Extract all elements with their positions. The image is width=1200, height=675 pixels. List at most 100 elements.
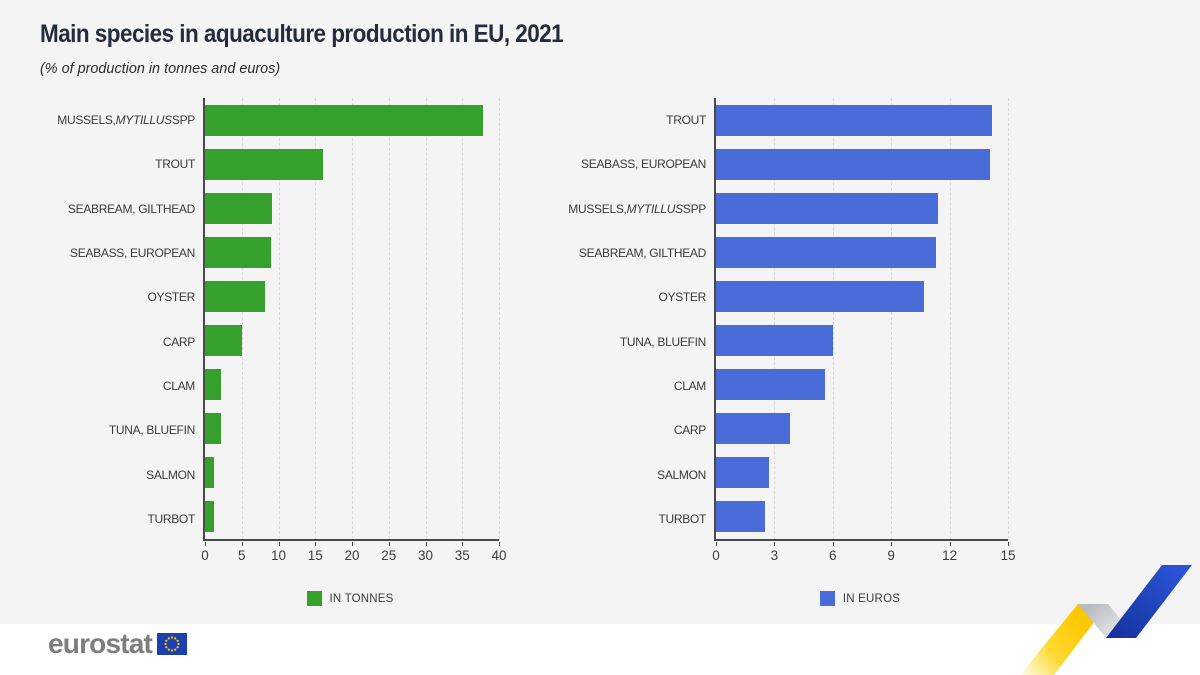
tick-label: 30 — [417, 548, 434, 563]
bar — [716, 236, 936, 268]
gridline — [949, 98, 951, 539]
tick-mark — [1008, 542, 1009, 546]
category-label: SEABASS, EUROPEAN — [70, 246, 195, 261]
bar — [716, 369, 825, 401]
euros-legend: IN EUROS — [714, 590, 1006, 607]
tonnes-legend-swatch-icon — [306, 591, 322, 606]
category-label: SEABREAM, GILTHEAD — [578, 246, 706, 261]
category-label: MUSSELS, MYTILLUS SPP — [57, 113, 195, 128]
bar — [716, 457, 769, 489]
tick-label: 6 — [829, 548, 837, 563]
tonnes-plot-area — [203, 98, 500, 541]
tick-label: 9 — [887, 548, 895, 563]
category-label: CLAM — [673, 378, 706, 393]
gridline — [388, 98, 390, 539]
bar — [205, 236, 272, 268]
page-title: Main species in aquaculture production i… — [40, 20, 564, 48]
tick-mark — [205, 542, 206, 546]
gridline — [425, 98, 427, 539]
tick-mark — [241, 542, 243, 546]
gridline — [241, 98, 243, 539]
tick-mark — [278, 542, 280, 546]
tonnes-category-labels: MUSSELS, MYTILLUS SPP TROUT SEABREAM, GILT… — [28, 98, 195, 541]
bar — [205, 325, 243, 357]
category-label: TROUT — [155, 157, 195, 172]
bar — [716, 413, 790, 445]
gridline — [352, 98, 353, 539]
bar — [205, 369, 222, 401]
tonnes-legend: IN TONNES — [203, 590, 497, 607]
bar — [716, 104, 993, 136]
bar — [205, 192, 272, 224]
tick-mark — [774, 542, 776, 546]
tick-mark — [716, 542, 717, 546]
gridline — [1008, 98, 1009, 539]
euros-category-labels: TROUT SEABASS, EUROPEAN MUSSELS, MYTILLUS … — [528, 98, 706, 541]
bar — [716, 325, 833, 357]
category-label: TUNA, BLUEFIN — [108, 423, 195, 438]
tick-label: 15 — [307, 548, 323, 563]
tick-mark — [499, 542, 500, 546]
category-label: SALMON — [657, 467, 706, 482]
gridline — [774, 98, 776, 539]
tick-label: 5 — [237, 548, 246, 563]
euros-plot-area — [714, 98, 1009, 541]
bar — [205, 413, 222, 445]
tick-label: 20 — [344, 548, 360, 563]
tick-label: 0 — [712, 548, 720, 563]
gridline — [462, 98, 464, 539]
gridline — [278, 98, 280, 539]
euros-legend-swatch-icon — [819, 591, 835, 606]
category-label: MUSSELS, MYTILLUS SPP — [568, 201, 706, 216]
tick-mark — [315, 542, 317, 546]
eurostat-logo: eurostat — [48, 628, 188, 659]
gridline — [315, 98, 317, 539]
category-label: CLAM — [162, 378, 195, 393]
bar — [205, 104, 483, 136]
tick-mark — [891, 542, 893, 546]
bar — [205, 457, 214, 489]
category-label: TUNA, BLUEFIN — [619, 334, 706, 349]
tick-label: 40 — [491, 548, 507, 563]
tick-mark — [832, 542, 834, 546]
category-label: CARP — [673, 423, 706, 438]
tonnes-legend-label: IN TONNES — [329, 592, 394, 605]
tick-label: 35 — [454, 548, 470, 563]
category-label: SEABREAM, GILTHEAD — [67, 201, 195, 216]
bar — [716, 280, 925, 312]
category-label: OYSTER — [147, 290, 195, 305]
tick-label: 10 — [270, 548, 287, 563]
tick-label: 25 — [381, 548, 397, 563]
zigzag-ribbon-decoration — [1020, 565, 1192, 675]
tick-mark — [352, 542, 353, 546]
tick-label: 12 — [942, 548, 958, 563]
tick-label: 3 — [770, 548, 779, 563]
category-label: SALMON — [146, 467, 195, 482]
page-subtitle: (% of production in tonnes and euros) — [40, 60, 281, 77]
bar — [205, 501, 214, 533]
chart-background — [0, 0, 1200, 624]
euros-x-axis: 0 3 6 9 12 15 — [712, 541, 1016, 565]
tick-mark — [462, 542, 464, 546]
eurostat-logo-text: eurostat — [48, 628, 153, 659]
tick-label: 0 — [201, 548, 209, 563]
bar — [205, 148, 323, 180]
gridline — [832, 98, 834, 539]
tick-mark — [425, 542, 427, 546]
gridline — [499, 98, 500, 539]
tonnes-x-axis: 0 5 10 15 20 25 30 35 40 — [201, 541, 507, 565]
category-label: OYSTER — [658, 290, 706, 305]
category-label: SEABASS, EUROPEAN — [581, 157, 706, 172]
category-label: TROUT — [666, 113, 706, 128]
category-label: CARP — [162, 334, 195, 349]
eu-flag-icon — [157, 633, 188, 655]
tick-mark — [388, 542, 390, 546]
gridline — [891, 98, 893, 539]
bar — [716, 192, 938, 224]
tick-mark — [949, 542, 951, 546]
category-label: TURBOT — [147, 511, 195, 526]
category-label: TURBOT — [658, 511, 706, 526]
bar — [205, 280, 265, 312]
tick-label: 15 — [1000, 548, 1016, 563]
